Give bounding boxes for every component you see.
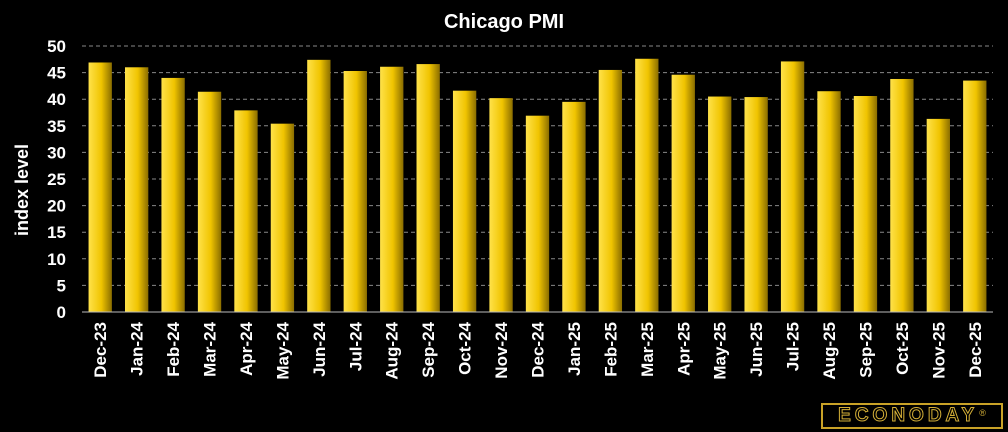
econoday-logo: ECONODAY ® bbox=[821, 403, 1003, 429]
x-tick-label: Sep-24 bbox=[419, 321, 438, 377]
y-tick-label: 15 bbox=[47, 223, 66, 242]
x-tick-label: Jan-25 bbox=[565, 322, 584, 376]
x-tick-label: Aug-24 bbox=[383, 321, 402, 379]
bar bbox=[744, 97, 768, 313]
bar bbox=[88, 62, 112, 312]
x-tick-label: Apr-24 bbox=[237, 321, 256, 375]
bar bbox=[161, 77, 185, 312]
x-tick-label: Sep-25 bbox=[856, 322, 875, 378]
x-tick-label: May-24 bbox=[273, 321, 292, 379]
bar bbox=[489, 98, 513, 312]
x-tick-label: Jun-24 bbox=[310, 321, 329, 376]
bar bbox=[343, 71, 367, 312]
bar bbox=[307, 59, 331, 312]
bar bbox=[380, 66, 404, 312]
y-tick-label: 25 bbox=[47, 170, 66, 189]
bar bbox=[635, 58, 659, 312]
x-tick-label: Aug-25 bbox=[820, 322, 839, 380]
bar bbox=[197, 91, 222, 312]
bar bbox=[562, 101, 586, 312]
x-tick-label: Dec-24 bbox=[529, 321, 548, 377]
bar bbox=[708, 96, 732, 312]
bar bbox=[890, 78, 914, 312]
y-tick-label: 30 bbox=[47, 143, 66, 162]
bar bbox=[416, 64, 440, 312]
chart-title: Chicago PMI bbox=[444, 11, 564, 33]
bar bbox=[598, 69, 623, 312]
registered-mark: ® bbox=[979, 408, 986, 418]
x-tick-label: Jun-25 bbox=[747, 322, 766, 377]
x-tick-label: May-25 bbox=[711, 322, 730, 380]
bar bbox=[270, 123, 295, 312]
x-tick-label: Mar-24 bbox=[201, 321, 220, 376]
x-tick-label: Jul-24 bbox=[346, 321, 365, 371]
y-tick-label: 20 bbox=[47, 197, 66, 216]
x-tick-label: Feb-24 bbox=[164, 321, 183, 376]
bar bbox=[926, 118, 951, 312]
x-tick-label: Nov-24 bbox=[492, 321, 511, 378]
x-tick-label: Dec-23 bbox=[91, 322, 110, 378]
bar bbox=[963, 80, 987, 312]
x-tick-label: Jul-25 bbox=[784, 322, 803, 371]
y-tick-label: 45 bbox=[47, 64, 66, 83]
bars bbox=[88, 58, 987, 313]
y-axis-label: index level bbox=[12, 144, 32, 236]
y-tick-label: 5 bbox=[57, 276, 66, 295]
x-tick-label: Oct-25 bbox=[893, 322, 912, 375]
logo-text: ECONODAY bbox=[838, 405, 979, 427]
bar bbox=[525, 115, 550, 312]
y-tick-label: 40 bbox=[47, 90, 66, 109]
bar bbox=[780, 61, 805, 312]
x-tick-label: Dec-25 bbox=[966, 322, 985, 378]
x-tick-label: Mar-25 bbox=[638, 322, 657, 377]
y-tick-label: 0 bbox=[57, 303, 66, 322]
x-tick-label: Jan-24 bbox=[128, 321, 147, 375]
bar bbox=[671, 74, 695, 312]
bar bbox=[124, 67, 149, 312]
bar bbox=[853, 96, 878, 313]
bar bbox=[234, 110, 258, 312]
y-tick-label: 10 bbox=[47, 250, 66, 269]
x-tick-label: Apr-25 bbox=[674, 322, 693, 376]
x-tick-label: Nov-25 bbox=[929, 322, 948, 379]
x-tick-labels: Dec-23 Jan-24 Feb-24 Mar-24 Apr-24 May-24 Jun-… bbox=[91, 321, 985, 379]
x-tick-label: Feb-25 bbox=[601, 322, 620, 377]
x-tick-label: Oct-24 bbox=[456, 321, 475, 374]
y-tick-labels: 0 5 10 15 20 25 30 35 40 45 50 bbox=[47, 37, 66, 322]
y-tick-label: 50 bbox=[47, 37, 66, 56]
y-tick-label: 35 bbox=[47, 117, 66, 136]
bar bbox=[452, 90, 477, 312]
bar bbox=[817, 91, 841, 312]
